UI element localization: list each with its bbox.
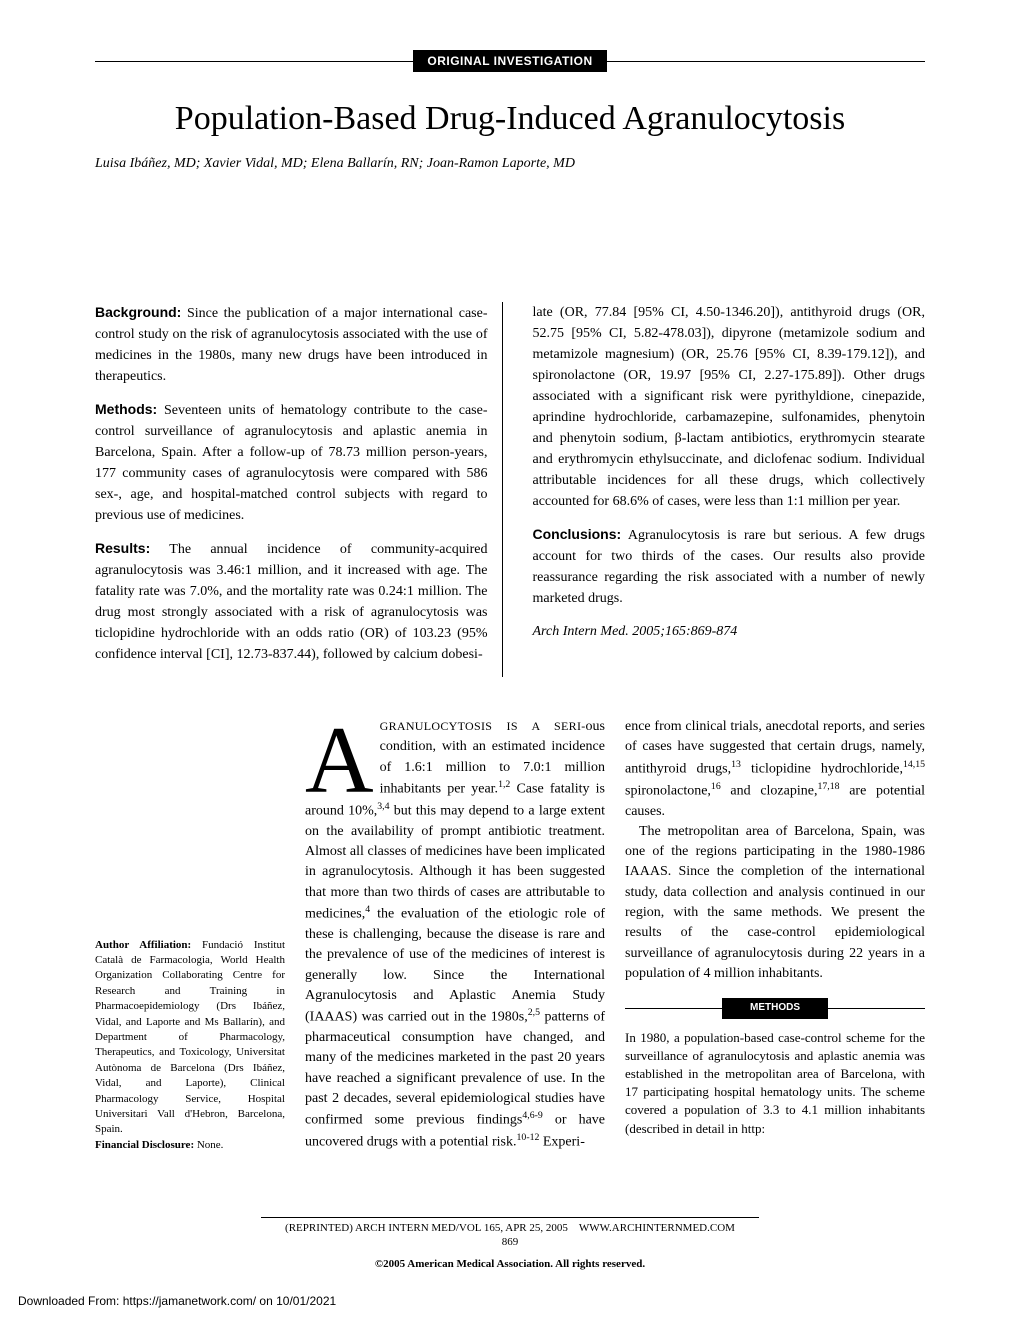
- section-header: ORIGINAL INVESTIGATION: [95, 50, 925, 72]
- ref-13: 13: [731, 759, 741, 770]
- body-right-column: ence from clinical trials, anecdotal rep…: [625, 717, 925, 1153]
- abstract-results: Results: The annual incidence of communi…: [95, 538, 488, 665]
- ref-3-4: 3,4: [377, 801, 389, 812]
- affiliation-column: Author Affiliation: Fundació Institut Ca…: [95, 717, 285, 1153]
- ref-17-18: 17,18: [817, 781, 839, 792]
- financial-disclosure: Financial Disclosure: None.: [95, 1138, 285, 1153]
- abstract-methods: Methods: Seventeen units of hematology c…: [95, 399, 488, 526]
- background-label: Background:: [95, 304, 181, 320]
- intro-paragraph: AGRANULOCYTOSIS IS A SERI-ous condition,…: [305, 717, 605, 1153]
- main-body: Author Affiliation: Fundació Institut Ca…: [95, 717, 925, 1153]
- copyright: ©2005 American Medical Association. All …: [95, 1258, 925, 1270]
- article-title: Population-Based Drug-Induced Agranulocy…: [95, 100, 925, 138]
- body-right-p2: The metropolitan area of Barcelona, Spai…: [625, 822, 925, 984]
- body-right-p1: ence from clinical trials, anecdotal rep…: [625, 717, 925, 822]
- abstract-conclusions: Conclusions: Agranulocytosis is rare but…: [533, 524, 926, 609]
- author-line: Luisa Ibáñez, MD; Xavier Vidal, MD; Elen…: [95, 156, 925, 172]
- ref-1-2: 1,2: [498, 779, 510, 790]
- page-footer: (REPRINTED) ARCH INTERN MED/VOL 165, APR…: [95, 1217, 925, 1270]
- methods-p1: In 1980, a population-based case-control…: [625, 1029, 925, 1138]
- download-info: Downloaded From: https://jamanetwork.com…: [18, 1294, 336, 1308]
- methods-label: Methods:: [95, 401, 157, 417]
- abstract-left-column: Background: Since the publication of a m…: [95, 302, 503, 677]
- citation: Arch Intern Med. 2005;165:869-874: [533, 621, 926, 642]
- conclusions-label: Conclusions:: [533, 526, 622, 542]
- page-number: 869: [95, 1236, 925, 1248]
- abstract-right-column: late (OR, 77.84 [95% CI, 4.50-1346.20]),…: [533, 302, 926, 677]
- ref-14-15: 14,15: [903, 759, 925, 770]
- ref-10-12: 10-12: [517, 1132, 540, 1143]
- reprint-line: (REPRINTED) ARCH INTERN MED/VOL 165, APR…: [261, 1217, 759, 1234]
- results-label: Results:: [95, 540, 150, 556]
- author-affiliation: Author Affiliation: Fundació Institut Ca…: [95, 938, 285, 1138]
- ref-16: 16: [711, 781, 721, 792]
- abstract-background: Background: Since the publication of a m…: [95, 302, 488, 387]
- abstract: Background: Since the publication of a m…: [95, 302, 925, 677]
- ref-4-6-9: 4,6-9: [522, 1110, 542, 1121]
- abstract-results-cont: late (OR, 77.84 [95% CI, 4.50-1346.20]),…: [533, 302, 926, 512]
- dropcap-a: A: [305, 717, 380, 796]
- body-middle-column: AGRANULOCYTOSIS IS A SERI-ous condition,…: [305, 717, 605, 1153]
- methods-label: METHODS: [722, 998, 828, 1019]
- ref-2-5: 2,5: [528, 1007, 540, 1018]
- section-label: ORIGINAL INVESTIGATION: [413, 50, 606, 72]
- methods-section-header: METHODS: [625, 998, 925, 1019]
